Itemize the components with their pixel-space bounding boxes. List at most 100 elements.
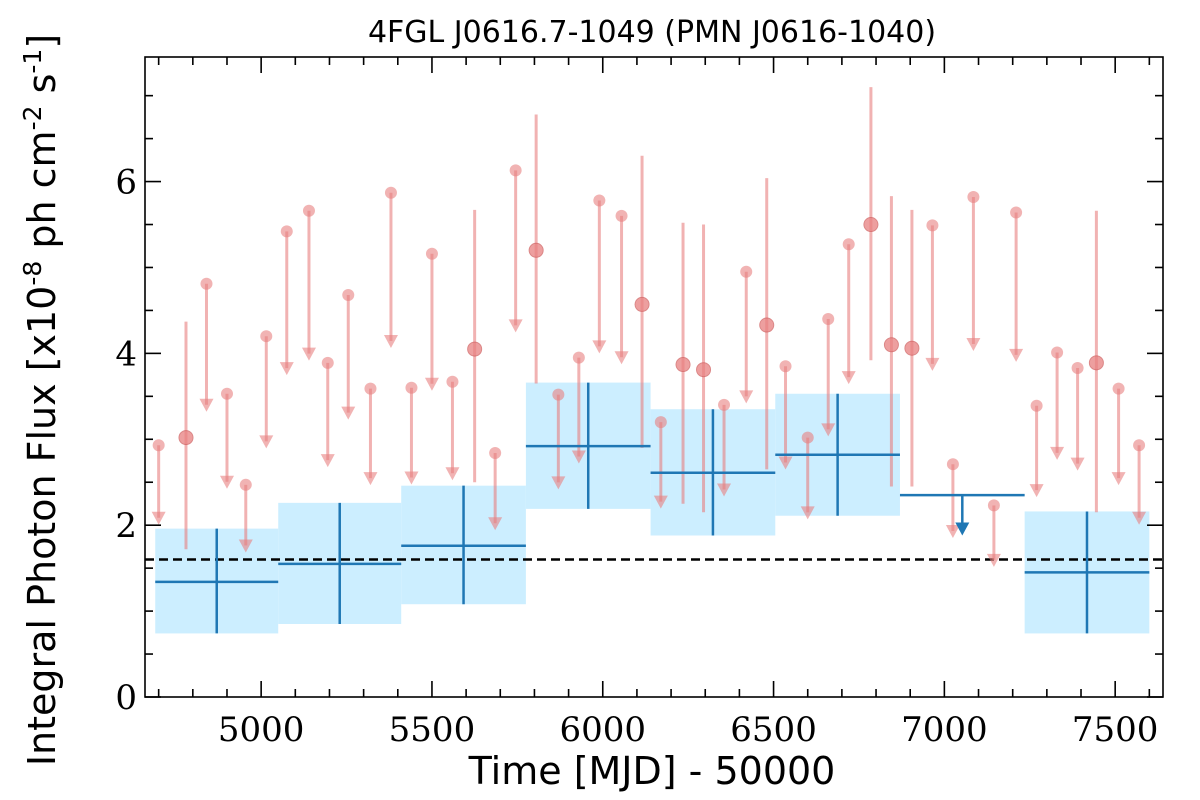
upper-limit-arrow-head [778, 456, 793, 470]
axis-ticks [145, 57, 1163, 698]
upper-limit-arrow-head [592, 340, 607, 354]
upper-limit-arrow-head [1029, 484, 1044, 498]
detection-point [863, 217, 879, 233]
y-axis-title-exp1: -8 [18, 261, 47, 286]
upper-limit-point [302, 204, 315, 217]
x-tick-label: 6000 [559, 710, 646, 750]
upper-limit-arrow-head [800, 506, 815, 520]
upper-limit-point [593, 194, 606, 207]
upper-limit-arrow-head [320, 454, 335, 468]
upper-limit-arrow-head [508, 319, 523, 333]
upper-limit-point [260, 330, 273, 343]
upper-limit-point [1051, 346, 1064, 359]
upper-limit-point [822, 313, 835, 326]
detection-point [759, 317, 775, 333]
detection-point [1088, 355, 1104, 371]
upper-limit-point [280, 225, 293, 238]
upper-limit-point [509, 164, 522, 177]
upper-limit-point [384, 186, 397, 199]
detection-point [675, 357, 691, 373]
y-tick-label: 0 [115, 678, 137, 718]
upper-limit-point [572, 351, 585, 364]
upper-limit-point [489, 447, 502, 460]
upper-limit-point [1112, 382, 1125, 395]
upper-limit-point [740, 265, 753, 278]
upper-limit-arrow-head [717, 483, 732, 497]
upper-limit-arrow-head [383, 335, 398, 349]
upper-limit-arrow-head [945, 525, 960, 539]
upper-limit-point [200, 277, 213, 290]
x-tick-label: 5000 [218, 710, 305, 750]
x-tick-label: 7500 [1072, 710, 1159, 750]
upper-limit-point [946, 458, 959, 471]
detection-point [634, 296, 650, 312]
upper-limit-arrow-head [238, 539, 253, 553]
upper-limit-point [779, 360, 792, 373]
upper-limit-arrow-head [445, 467, 460, 481]
y-tick-labels: 0 2 4 6 [115, 163, 137, 718]
upper-limit-point [801, 431, 814, 444]
detection-point [904, 340, 920, 356]
upper-limit-arrow-head [551, 476, 566, 490]
upper-limit-arrow-head [571, 450, 586, 464]
upper-limit-arrow-head [363, 472, 378, 486]
yearly-error-bands [155, 382, 1150, 634]
y-axis-title-mid2: s [20, 74, 64, 106]
upper-limit-arrow-head [1132, 511, 1147, 525]
upper-limit-point [654, 416, 667, 429]
upper-limit-arrow-head [259, 435, 274, 449]
y-axis-title-exp3: -1 [18, 49, 47, 74]
upper-limit-arrow-head [199, 398, 214, 412]
plot-frame [144, 56, 1164, 698]
upper-limit-point [926, 219, 939, 232]
upper-limit-arrow-head [424, 377, 439, 391]
y-axis-title: Integral Photon Flux [x10-8 ph cm-2 s-1] [18, 34, 64, 766]
upper-limit-arrow-head [821, 423, 836, 437]
upper-limit-point [718, 398, 731, 411]
upper-limit-point [220, 387, 233, 400]
upper-limit-arrow-head [1050, 446, 1065, 460]
x-tick-labels: 5000 5500 6000 6500 7000 7500 [218, 710, 1159, 750]
y-axis-title-end: ] [20, 34, 64, 49]
upper-limit-arrow-head [653, 495, 668, 509]
y-axis-title-main: Integral Photon Flux [x10 [20, 286, 64, 767]
upper-limit-point [1030, 399, 1043, 412]
y-axis-title-exp2: -2 [18, 105, 47, 130]
upper-limit-arrow-head [739, 390, 754, 404]
upper-limit-point [1071, 361, 1084, 374]
detection-point [883, 337, 899, 353]
upper-limit-point [967, 191, 980, 204]
upper-limit-arrow-head [1111, 472, 1126, 486]
y-tick-label: 2 [115, 506, 137, 546]
upper-limit-arrow-head [841, 371, 856, 385]
chart-title: 4FGL J0616.7-1049 (PMN J0616-1040) [368, 15, 936, 50]
upper-limit-point [1133, 439, 1146, 452]
upper-limit-arrow-head [219, 475, 234, 489]
yearly-upper-limit-arrow-head [955, 522, 970, 536]
upper-limit-arrow-head [925, 357, 940, 371]
upper-limit-point [615, 209, 628, 222]
upper-limit-arrow-head [404, 471, 419, 485]
upper-limit-point [405, 381, 418, 394]
x-tick-label: 7000 [901, 710, 988, 750]
upper-limit-arrow-head [279, 362, 294, 376]
x-tick-label: 5500 [389, 710, 476, 750]
upper-limit-arrow-head [966, 338, 981, 352]
upper-limit-point [552, 388, 565, 401]
x-axis-title: Time [MJD] - 50000 [468, 749, 836, 793]
upper-limit-arrow-head [301, 347, 316, 361]
upper-limit-point [321, 356, 334, 369]
detection-point [178, 430, 194, 446]
y-axis-title-mid: ph cm [20, 130, 64, 260]
upper-limit-point [342, 288, 355, 301]
upper-limit-arrow-head [488, 517, 503, 531]
x-tick-label: 6500 [730, 710, 817, 750]
upper-limit-point [364, 382, 377, 395]
upper-limit-arrow-head [151, 511, 166, 525]
upper-limit-arrow-head [986, 553, 1001, 567]
detection-point [467, 341, 483, 357]
yearly-bin-series [155, 382, 1150, 634]
upper-limit-arrow-head [614, 351, 629, 365]
upper-limit-arrow-head [341, 406, 356, 420]
short-bin-series [151, 87, 1147, 567]
